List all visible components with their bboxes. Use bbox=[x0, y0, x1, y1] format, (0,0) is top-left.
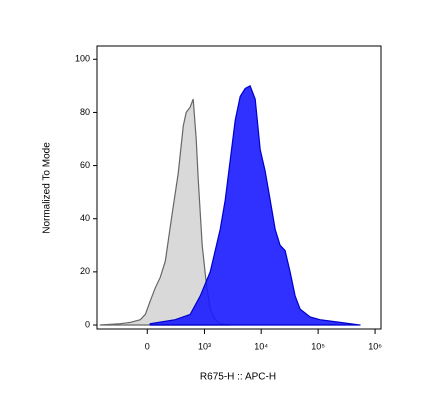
y-tick-label: 80 bbox=[80, 107, 90, 117]
y-tick-label: 20 bbox=[80, 266, 90, 276]
y-tick-label: 100 bbox=[75, 54, 90, 64]
y-tick-label: 0 bbox=[85, 319, 90, 329]
plot-frame bbox=[96, 45, 382, 330]
histogram-area bbox=[149, 85, 361, 326]
y-tick-label: 40 bbox=[80, 213, 90, 223]
y-tick-label: 60 bbox=[80, 160, 90, 170]
x-tick-label: 10⁵ bbox=[311, 341, 325, 351]
x-axis-title: R675-H :: APC-H bbox=[200, 372, 276, 383]
x-tick-label: 0 bbox=[145, 341, 150, 351]
x-tick-label: 10⁶ bbox=[368, 341, 382, 351]
y-axis-title: Normalized To Mode bbox=[42, 142, 53, 234]
x-tick-label: 10³ bbox=[198, 341, 211, 351]
x-tick-label: 10⁴ bbox=[254, 341, 268, 351]
